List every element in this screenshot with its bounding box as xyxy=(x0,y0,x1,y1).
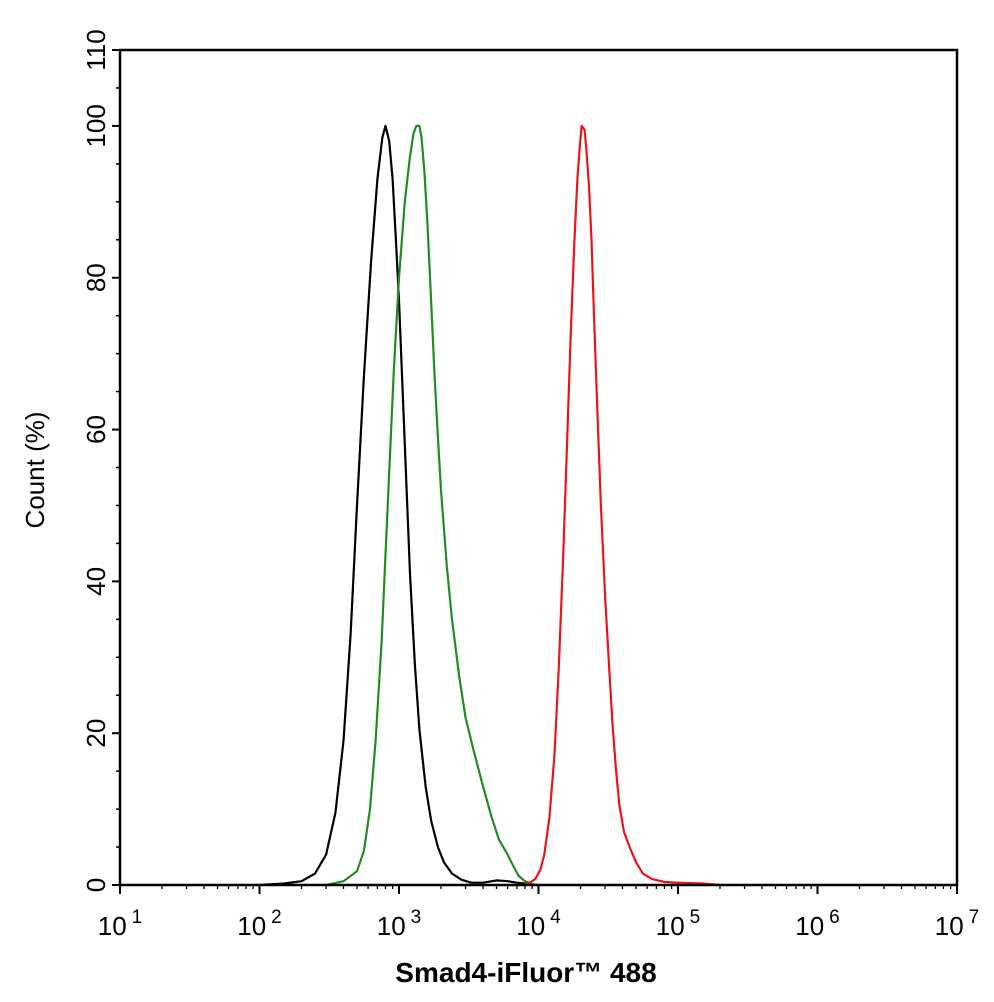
x-tick-label: 10 7 xyxy=(935,907,980,941)
y-tick-label: 20 xyxy=(81,719,111,748)
y-minor-ticks xyxy=(116,87,120,848)
x-tick-label: 10 3 xyxy=(377,907,422,941)
y-axis-title: Count (%) xyxy=(20,411,50,528)
y-axis-ticks: 0 20 40 60 80 100 110 xyxy=(81,29,120,892)
y-tick-label: 80 xyxy=(81,263,111,292)
plot-frame xyxy=(118,48,959,887)
series-layer xyxy=(259,124,721,887)
x-tick-label: 10 2 xyxy=(237,907,282,941)
x-axis-title: Smad4-iFluor™ 488 xyxy=(395,957,656,988)
x-axis-ticks: 10 1 10 2 10 3 10 4 10 5 10 6 10 7 xyxy=(98,885,980,941)
series-line-2 xyxy=(325,124,539,887)
x-tick-label: 10 4 xyxy=(516,907,561,941)
x-tick-label: 10 6 xyxy=(795,907,840,941)
x-tick-label: 10 1 xyxy=(98,907,143,941)
x-tick-label: 10 5 xyxy=(656,907,701,941)
y-tick-label: 40 xyxy=(81,567,111,596)
y-tick-label: 60 xyxy=(81,415,111,444)
y-tick-label: 110 xyxy=(81,29,111,70)
y-tick-label: 100 xyxy=(81,104,111,147)
x-minor-ticks xyxy=(161,885,952,889)
series-line-3 xyxy=(520,124,721,887)
series-line-1 xyxy=(259,124,533,887)
y-tick-label: 0 xyxy=(81,878,111,892)
